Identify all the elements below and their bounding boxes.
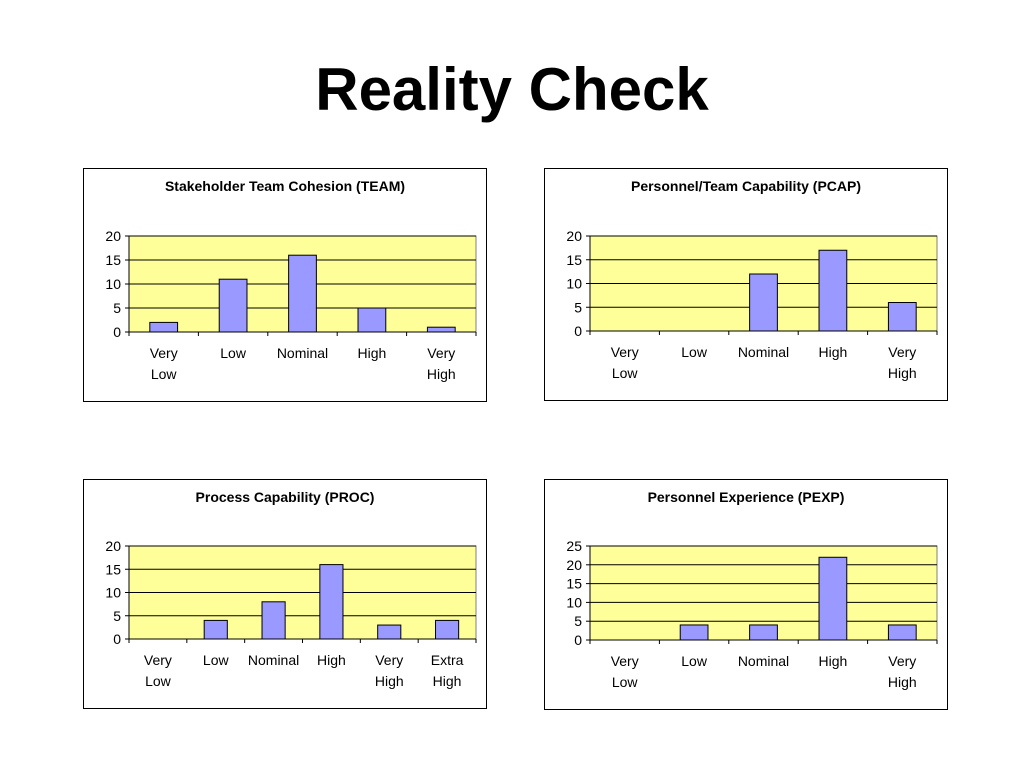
y-tick-label: 5 [574,299,582,315]
chart-svg: Personnel Experience (PEXP) 0 5 10 15 20 25 Ver… [545,480,947,709]
y-tick-label: 0 [574,632,582,648]
x-tick-label: High [888,365,917,381]
y-tick-label: 20 [105,538,121,554]
chart-title: Personnel/Team Capability (PCAP) [631,178,861,194]
bar [750,625,778,640]
x-tick-label: Very [427,345,455,361]
y-tick-label: 15 [566,576,582,592]
y-tick-label: 0 [574,323,582,339]
x-tick-label: Nominal [248,652,299,668]
y-tick-label: 20 [566,228,582,244]
y-tick-label: 10 [566,594,582,610]
bar [750,274,778,331]
bar [378,625,401,639]
x-tick-label: High [819,653,848,669]
bar [219,279,247,332]
chart-svg: Stakeholder Team Cohesion (TEAM) 0 5 10 15 20… [84,169,486,401]
x-tick-label: Nominal [738,344,789,360]
chart-pcap: Personnel/Team Capability (PCAP) 0 5 10 15 20… [544,168,948,401]
x-tick-label: Low [681,653,708,669]
x-tick-label: Very [888,653,916,669]
y-tick-label: 20 [105,228,121,244]
y-tick-label: 0 [113,324,121,340]
page-title: Reality Check [0,60,1024,120]
x-tick-label: Low [681,344,708,360]
x-tick-label: High [358,345,387,361]
bar [888,625,916,640]
chart-title: Stakeholder Team Cohesion (TEAM) [165,178,405,194]
chart-team-cohesion: Stakeholder Team Cohesion (TEAM) 0 5 10 15 20… [83,168,487,402]
x-tick-label: Very [888,344,916,360]
bar [680,625,708,640]
x-tick-label: Very [144,652,172,668]
y-tick-label: 5 [574,613,582,629]
y-tick-label: 15 [566,252,582,268]
bar [320,565,343,639]
bar [358,308,386,332]
chart-svg: Personnel/Team Capability (PCAP) 0 5 10 15 20… [545,169,947,400]
y-tick-label: 15 [105,252,121,268]
x-tick-label: Low [220,345,247,361]
x-tick-label: High [888,674,917,690]
y-tick-label: 0 [113,631,121,647]
bar [888,303,916,332]
x-tick-label: High [375,673,404,689]
x-tick-label: Very [611,653,639,669]
y-tick-label: 20 [566,557,582,573]
chart-proc: Process Capability (PROC) 0 5 10 15 20 Very Low… [83,479,487,709]
x-tick-label: High [819,344,848,360]
x-tick-label: Nominal [738,653,789,669]
x-tick-label: Very [611,344,639,360]
bar [150,322,178,332]
chart-title: Process Capability (PROC) [196,489,375,505]
bar [204,620,227,639]
y-tick-label: 10 [105,276,121,292]
y-tick-label: 15 [105,561,121,577]
chart-pexp: Personnel Experience (PEXP) 0 5 10 15 20 25 Ver… [544,479,948,710]
x-tick-label: High [317,652,346,668]
x-tick-label: Very [375,652,403,668]
x-tick-label: High [433,673,462,689]
x-tick-label: Low [151,366,178,382]
x-tick-label: Low [612,365,639,381]
y-tick-label: 5 [113,300,121,316]
y-tick-label: 25 [566,538,582,554]
bar [819,250,847,331]
x-tick-label: Extra [431,652,464,668]
x-tick-label: Very [150,345,178,361]
y-tick-label: 10 [105,585,121,601]
y-tick-label: 10 [566,276,582,292]
bar [819,557,847,640]
chart-svg: Process Capability (PROC) 0 5 10 15 20 Very Low… [84,480,486,708]
x-tick-label: Nominal [277,345,328,361]
x-tick-label: Low [612,674,639,690]
bar [262,602,285,639]
x-tick-label: High [427,366,456,382]
y-tick-label: 5 [113,608,121,624]
x-tick-label: Low [203,652,230,668]
chart-title: Personnel Experience (PEXP) [648,489,845,505]
x-tick-label: Low [145,673,172,689]
bar [289,255,317,332]
bar [427,327,455,332]
bar [436,620,459,639]
